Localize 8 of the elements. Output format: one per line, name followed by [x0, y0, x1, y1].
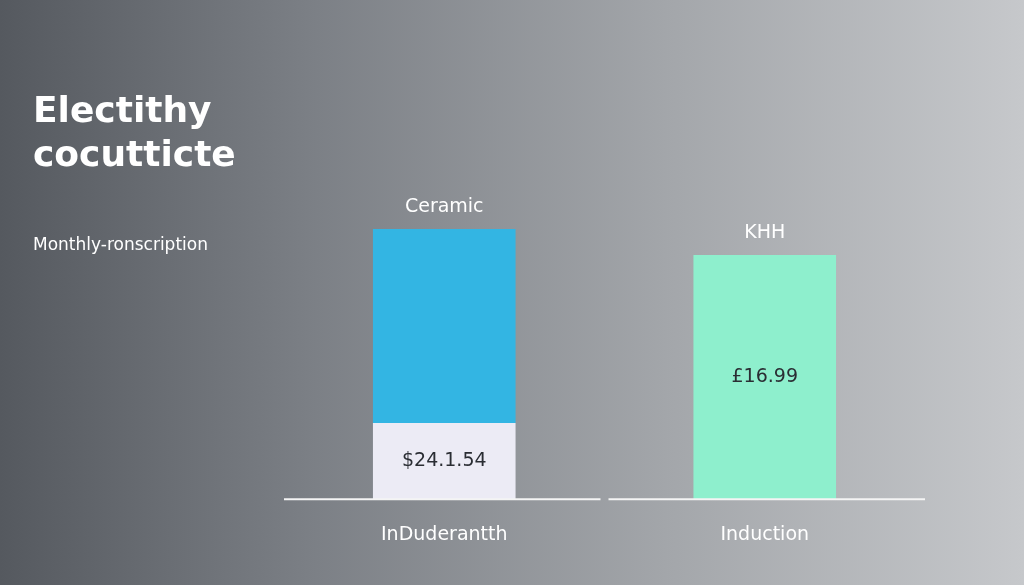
annotation: KHH	[744, 220, 786, 243]
data-label: $24.1.54	[401, 448, 487, 471]
chart-title: Electithy cocutticte	[33, 88, 237, 176]
x-tick-label: InDuderantth	[380, 521, 508, 544]
x-tick-label: Induction	[720, 521, 810, 544]
annotation: Ceramic	[404, 194, 484, 217]
text: Monthly-ronscription	[33, 234, 208, 254]
data-label: £16.99	[731, 364, 798, 387]
